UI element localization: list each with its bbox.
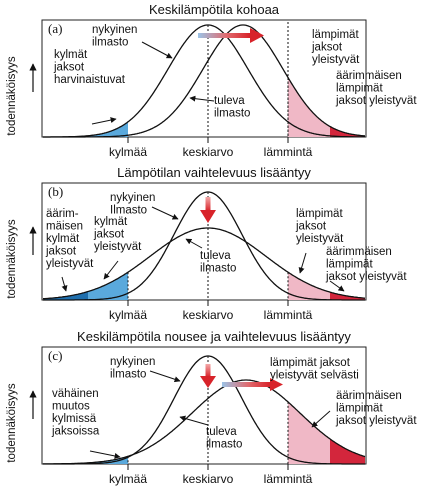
leader-extreme bbox=[311, 410, 331, 428]
x-tick-label: kylmää bbox=[109, 308, 147, 322]
label-current-climate: nykyinen ilmasto bbox=[92, 24, 137, 49]
x-tick-label: lämmintä bbox=[264, 308, 313, 322]
current-climate-curve bbox=[43, 24, 365, 138]
leader-future bbox=[179, 415, 209, 426]
plot-frame bbox=[41, 346, 367, 465]
leader-current bbox=[149, 370, 181, 383]
cold-tail-area bbox=[44, 121, 128, 137]
label-future-climate: tuleva ilmasto bbox=[200, 250, 236, 275]
shift-arrow-head bbox=[270, 378, 283, 391]
leader-warm bbox=[298, 252, 307, 274]
future-climate-curve bbox=[43, 379, 366, 465]
leader-extreme bbox=[329, 280, 345, 292]
label-cold: vähäinen muutos kylmissä jaksoissa bbox=[51, 388, 100, 438]
spread-arrow-head bbox=[200, 210, 216, 223]
y-axis-label: todennäköisyys bbox=[6, 56, 18, 136]
leader-cold bbox=[103, 260, 119, 280]
panel-a: Keskilämpötila kohoaa (a) todennäköisyys ky… bbox=[6, 2, 417, 159]
panel-c: Keskilämpötila nousee ja vaihtelevuus li… bbox=[6, 329, 417, 486]
panel-letter: (b) bbox=[48, 184, 63, 199]
plot-frame bbox=[41, 182, 367, 301]
leader-cold bbox=[89, 450, 121, 459]
extreme-warm-area bbox=[330, 126, 365, 137]
label-extreme-cold: äärim-mäisen kylmät jaksot yleistyvät bbox=[45, 208, 94, 270]
shift-arrow-head bbox=[250, 28, 264, 43]
panel-title: Lämpötilan vaihtelevuus lisääntyy bbox=[117, 165, 311, 180]
x-tick-label: keskiarvo bbox=[183, 472, 234, 486]
label-extreme-warm: äärimmäisen lämpimät jaksot yleistyvät bbox=[325, 246, 407, 283]
spread-arrow-body bbox=[205, 197, 211, 211]
leader-extreme-cold bbox=[61, 276, 68, 292]
y-axis-label: todennäköisyys bbox=[6, 219, 18, 299]
current-climate-curve bbox=[43, 355, 365, 465]
x-tick-label: keskiarvo bbox=[183, 145, 234, 159]
future-climate-curve bbox=[43, 227, 366, 300]
label-extreme-warm: äärimmäisen lämpimät jaksot yleistyvät bbox=[335, 390, 417, 427]
x-tick-label: lämmintä bbox=[264, 472, 313, 486]
panel-title: Keskilämpötila kohoaa bbox=[149, 2, 280, 17]
label-future-climate: tuleva ilmasto bbox=[214, 95, 250, 120]
warm-tail-area bbox=[288, 401, 330, 464]
x-tick-label: lämmintä bbox=[264, 145, 313, 159]
label-cold: kylmät jaksot yleistyvät bbox=[93, 216, 142, 253]
x-tick-label: kylmää bbox=[109, 472, 147, 486]
label-warm: lämpimät jaksot yleistyvät selvästi bbox=[270, 357, 359, 382]
label-future-climate: tuleva ilmasto bbox=[206, 426, 242, 451]
panel-letter: (c) bbox=[48, 348, 62, 363]
panel-b: Lämpötilan vaihtelevuus lisääntyy (b) tode… bbox=[6, 165, 407, 322]
label-warm: lämpimät jaksot yleistyvät bbox=[311, 29, 360, 66]
leader-future bbox=[185, 238, 203, 249]
shift-arrow-body bbox=[222, 382, 270, 387]
label-current-climate: nykyinen Ilmasto bbox=[110, 192, 155, 217]
leader-current bbox=[141, 41, 173, 59]
label-current-climate: nykyinen ilmasto bbox=[110, 356, 155, 381]
label-warm: lämpimät jaksot yleistyvät bbox=[295, 208, 344, 245]
cold-tail-area bbox=[44, 272, 128, 300]
leader-cold bbox=[91, 117, 117, 125]
x-tick-label: kylmää bbox=[109, 145, 147, 159]
x-tick-label: keskiarvo bbox=[183, 308, 234, 322]
current-climate-curve bbox=[43, 191, 365, 301]
spread-arrow-body bbox=[205, 364, 211, 377]
panel-title: Keskilämpötila nousee ja vaihtelevuus li… bbox=[77, 329, 351, 344]
y-axis-label: todennäköisyys bbox=[6, 383, 18, 463]
leader-future bbox=[189, 95, 215, 102]
leader-current bbox=[151, 206, 179, 220]
warm-tail-area bbox=[288, 77, 330, 137]
label-cold: kylmät jaksot harvinaistuvat bbox=[53, 49, 126, 86]
spread-arrow-head bbox=[200, 376, 216, 388]
future-climate-curve bbox=[43, 24, 366, 138]
label-extreme-warm: äärimmäisen lämpimät jaksot yleistyvät bbox=[335, 70, 417, 107]
plot-frame bbox=[41, 19, 367, 138]
panel-letter: (a) bbox=[48, 21, 62, 36]
shift-arrow-body bbox=[198, 33, 250, 38]
